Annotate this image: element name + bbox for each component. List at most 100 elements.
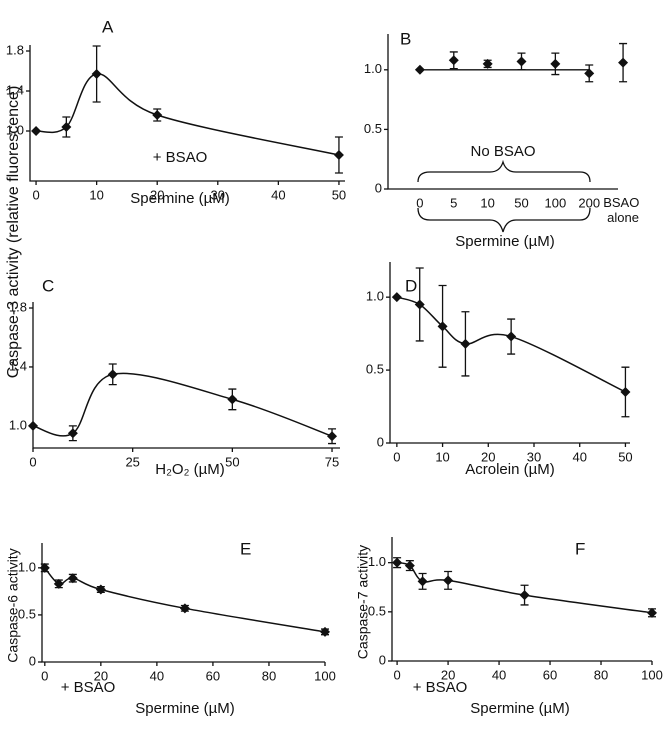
y-tick-label: 0 [379, 652, 386, 667]
x-tick-label: 0 [32, 187, 39, 202]
x-axis-label: Acrolein (µM) [465, 461, 555, 478]
x-tick-label: 50 [225, 454, 239, 469]
panel-letter: F [575, 539, 585, 558]
marker [519, 590, 530, 601]
marker [31, 126, 42, 136]
x-tick-label: 60 [206, 668, 220, 683]
marker [584, 68, 595, 79]
x-tick-label: 40 [492, 667, 506, 682]
marker [437, 321, 448, 332]
marker [61, 122, 72, 132]
marker [506, 331, 517, 342]
marker [327, 431, 338, 442]
marker [333, 150, 344, 160]
axes [389, 262, 630, 444]
curve [44, 567, 326, 633]
annotation: + BSAO [61, 679, 116, 696]
y-axis-label: Caspase-7 activity [355, 545, 371, 659]
marker [67, 428, 78, 439]
marker [448, 55, 459, 66]
axes [29, 45, 345, 182]
marker [39, 562, 50, 573]
y-axis-label: Caspase-6 activity [5, 548, 21, 662]
y-tick-label: 1.0 [366, 289, 384, 304]
y-tick-label: 0.5 [18, 606, 36, 621]
x-axis-label: Spermine (µM) [455, 233, 555, 250]
marker [620, 386, 631, 397]
annotation: + BSAO [413, 679, 468, 696]
x-tick-label: 0 [41, 668, 48, 683]
x-tick-label: 40 [572, 449, 586, 464]
marker [392, 557, 403, 568]
x-tick-label: 75 [325, 454, 339, 469]
brace-top [417, 159, 591, 183]
x-tick-label: 80 [262, 668, 276, 683]
y-tick-label: 1.0 [364, 61, 382, 76]
marker [404, 560, 415, 571]
x-axis-label: H₂O₂ (µM) [155, 461, 224, 478]
x-tick-label: 20 [441, 667, 455, 682]
marker [391, 292, 402, 303]
x-tick-label: 60 [543, 667, 557, 682]
x-tick-label: BSAO alone [603, 195, 643, 225]
x-tick-label: 30 [527, 449, 541, 464]
x-tick-label: 50 [332, 187, 346, 202]
x-tick-label: 100 [545, 195, 567, 210]
marker [179, 603, 190, 614]
x-tick-label: 10 [480, 195, 494, 210]
marker [460, 338, 471, 349]
marker [67, 573, 78, 584]
axes [41, 543, 325, 663]
x-tick-label: 20 [481, 449, 495, 464]
x-tick-label: 10 [89, 187, 103, 202]
x-tick-label: 5 [450, 195, 457, 210]
x-tick-label: 200 [578, 195, 600, 210]
marker [516, 56, 527, 67]
x-tick-label: 80 [594, 667, 608, 682]
panel-letter: C [42, 276, 54, 295]
shared-y-axis-label: Caspase-3 activity (relative fluorescenc… [5, 86, 22, 379]
x-axis-label: Spermine (µM) [135, 700, 235, 717]
panel-letter: A [102, 17, 114, 36]
marker [53, 578, 64, 589]
curve [32, 372, 333, 437]
y-tick-label: 0 [375, 180, 382, 195]
y-tick-label: 1.8 [6, 42, 24, 57]
annotation: + BSAO [153, 149, 208, 166]
x-tick-label: 0 [29, 454, 36, 469]
marker [227, 394, 238, 405]
x-tick-label: 0 [393, 667, 400, 682]
y-tick-label: 0 [377, 434, 384, 449]
curve [35, 73, 340, 156]
panel-letter: B [400, 29, 411, 48]
x-tick-label: 40 [150, 668, 164, 683]
axes [32, 302, 340, 449]
marker [91, 69, 102, 79]
marker [320, 626, 330, 637]
marker [152, 110, 163, 120]
x-tick-label: 40 [271, 187, 285, 202]
marker [443, 575, 454, 586]
annotation: No BSAO [470, 143, 535, 160]
axes [391, 537, 652, 662]
y-tick-label: 1.8 [9, 299, 27, 314]
y-tick-label: 0.5 [366, 362, 384, 377]
marker [618, 57, 629, 68]
marker [417, 576, 428, 587]
marker [28, 420, 38, 431]
panel-letter: D [405, 276, 417, 295]
y-tick-label: 0 [29, 653, 36, 668]
x-tick-label: 100 [641, 667, 663, 682]
marker [550, 58, 561, 69]
x-tick-label: 30 [211, 187, 225, 202]
y-tick-label: 1.0 [6, 122, 24, 137]
x-tick-label: 20 [94, 668, 108, 683]
x-tick-label: 50 [514, 195, 528, 210]
y-tick-label: 1.0 [18, 559, 36, 574]
marker [647, 607, 657, 618]
y-tick-label: 1.0 [9, 417, 27, 432]
marker [414, 299, 425, 310]
brace-bottom [417, 207, 591, 233]
